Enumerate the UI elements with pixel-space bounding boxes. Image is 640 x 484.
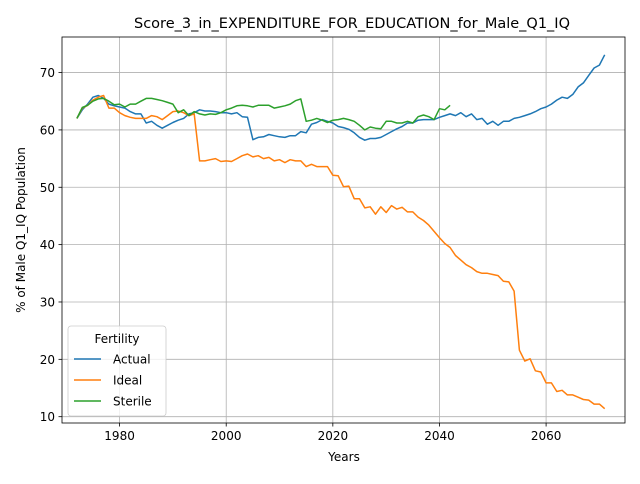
legend-label-sterile: Sterile	[113, 395, 152, 409]
y-tick-label: 40	[40, 238, 55, 252]
y-tick-label: 70	[40, 66, 55, 80]
x-axis-label: Years	[327, 450, 360, 464]
y-tick-label: 10	[40, 410, 55, 424]
legend: Fertility Actual Ideal Sterile	[67, 325, 167, 417]
series-line-sterile	[76, 97, 451, 131]
x-tick-label: 1980	[104, 429, 135, 443]
y-axis: 10 20 30 40 50 60 70	[40, 66, 62, 424]
x-tick-label: 2040	[424, 429, 455, 443]
y-axis-label: % of Male Q1_IQ Population	[14, 147, 28, 313]
series-line-actual	[76, 54, 606, 141]
x-tick-label: 2020	[318, 429, 349, 443]
chart-title: Score_3_in_EXPENDITURE_FOR_EDUCATION_for…	[134, 16, 570, 32]
y-tick-label: 60	[40, 123, 55, 137]
legend-box	[67, 325, 167, 417]
x-tick-label: 2000	[211, 429, 242, 443]
y-tick-label: 20	[40, 353, 55, 367]
y-tick-label: 30	[40, 295, 55, 309]
series-line-ideal	[76, 94, 606, 410]
legend-label-actual: Actual	[113, 353, 151, 367]
x-tick-label: 2060	[531, 429, 562, 443]
series-lines	[76, 54, 606, 410]
legend-title: Fertility	[94, 332, 139, 346]
legend-items: Actual Ideal Sterile	[74, 353, 152, 409]
plot-frame	[61, 36, 626, 424]
legend-label-ideal: Ideal	[113, 374, 142, 388]
x-axis: 1980 2000 2020 2040 2060	[104, 423, 561, 443]
y-tick-label: 50	[40, 181, 55, 195]
